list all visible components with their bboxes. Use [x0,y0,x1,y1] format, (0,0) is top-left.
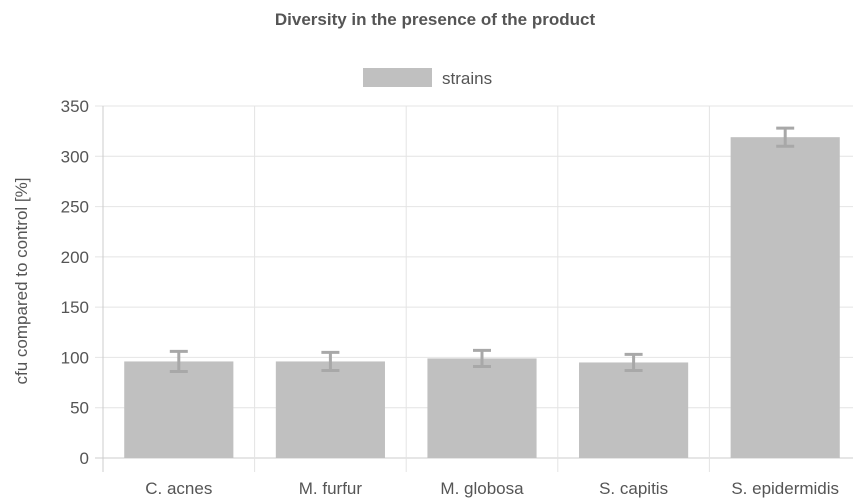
y-tick-label: 50 [70,399,89,418]
x-tick-label: S. epidermidis [731,479,839,498]
bar[interactable] [579,362,689,458]
error-bars [169,126,795,374]
legend-label: strains [442,69,492,88]
x-tick-label: M. furfur [299,479,363,498]
bar[interactable] [427,358,537,458]
bars [124,137,840,459]
y-tick-label: 100 [61,348,89,367]
y-tick-label: 250 [61,198,89,217]
y-axis-label: cfu compared to control [%] [12,178,31,385]
y-tick-label: 300 [61,147,89,166]
error-bar [776,126,795,148]
y-tick-label: 0 [80,449,89,468]
legend-swatch [363,68,432,87]
y-tick-label: 150 [61,298,89,317]
error-bar [473,348,491,368]
legend[interactable]: strains [363,68,492,88]
y-tick-labels: 0 50 100 150 200 250 300 350 [61,97,89,468]
y-tick-label: 350 [61,97,89,116]
bar[interactable] [124,361,234,458]
x-tick-label: C. acnes [145,479,212,498]
bar[interactable] [275,361,385,458]
x-tick-label: S. capitis [599,479,668,498]
bar[interactable] [730,137,840,459]
chart-title: Diversity in the presence of the product [275,10,596,29]
error-bar [169,349,188,374]
x-tick-label: M. globosa [440,479,524,498]
x-tick-labels: C. acnes M. furfur M. globosa S. capitis S. … [145,479,839,498]
y-tick-label: 200 [61,248,89,267]
error-bar [624,352,643,373]
error-bar [321,350,340,373]
